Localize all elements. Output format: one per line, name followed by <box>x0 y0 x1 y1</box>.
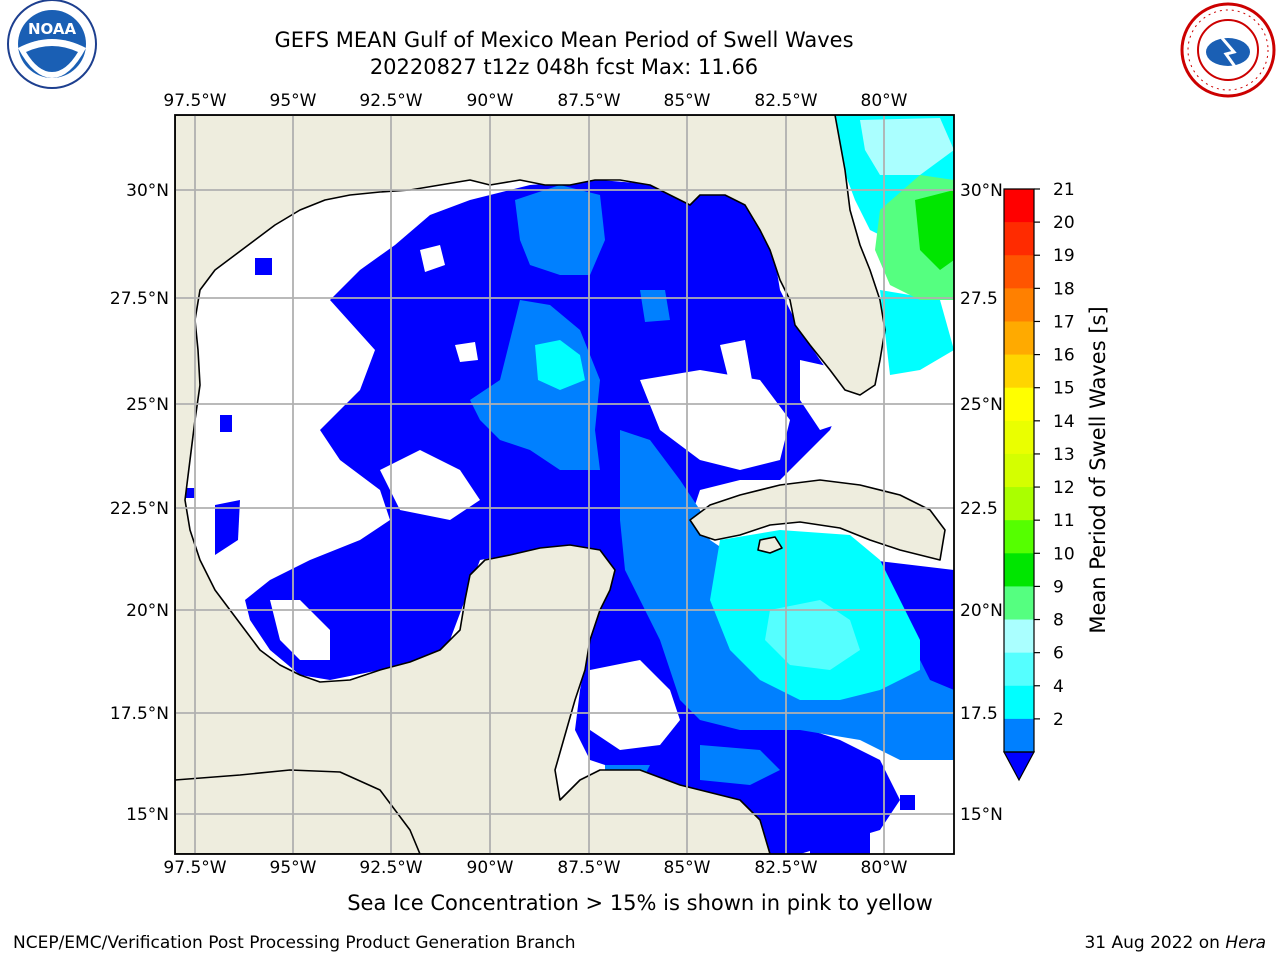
colorbar-segment <box>1004 354 1034 389</box>
lon-labels-top: 97.5°W 95°W 92.5°W 90°W 87.5°W 85°W 82.5… <box>163 91 907 111</box>
colorbar-tick-label: 16 <box>1053 346 1075 366</box>
colorbar-segment <box>1004 586 1034 621</box>
swell-region-4s <box>515 185 605 275</box>
colorbar-tick-label: 18 <box>1053 279 1075 299</box>
colorbar-tick-label: 4 <box>1053 677 1064 697</box>
map-frame <box>174 114 955 855</box>
colorbar-tick-label: 9 <box>1053 577 1064 597</box>
lat-label: 15°N <box>126 805 169 825</box>
colorbar-segment <box>1004 619 1034 654</box>
colorbar: 21 20 19 18 17 16 15 14 13 12 11 10 9 8 6 4 2 <box>1002 180 1075 782</box>
colorbar-segment <box>1004 189 1034 223</box>
colorbar-tick-label: 15 <box>1053 379 1075 399</box>
colorbar-segment <box>1004 321 1034 356</box>
lon-label: 82.5°W <box>754 91 817 111</box>
lon-label: 95°W <box>270 858 317 878</box>
graticule <box>175 115 954 854</box>
lat-label: 25°N <box>126 395 169 415</box>
colorbar-tick-label: 12 <box>1053 478 1075 498</box>
map-area <box>175 115 954 854</box>
colorbar-frame <box>1003 188 1035 753</box>
chart-title: GEFS MEAN Gulf of Mexico Mean Period of … <box>274 28 854 52</box>
colorbar-segment <box>1004 520 1034 554</box>
colorbar-tick-label: 14 <box>1053 412 1075 432</box>
colorbar-segment <box>1004 685 1034 720</box>
lat-label: 25°N <box>960 395 1003 415</box>
svg-text:NOAA: NOAA <box>28 20 77 38</box>
lon-label: 92.5°W <box>359 91 422 111</box>
lon-labels-bottom: 97.5°W 95°W 92.5°W 90°W 87.5°W 85°W 82.5… <box>163 858 907 878</box>
colorbar-tick-label: 19 <box>1053 246 1075 266</box>
lon-label: 95°W <box>270 91 317 111</box>
lon-label: 85°W <box>664 858 711 878</box>
colorbar-segment <box>1004 487 1034 521</box>
lat-label: 17.5 <box>960 704 998 724</box>
colorbar-extend-arrow <box>1002 751 1036 782</box>
colorbar-segment <box>1004 420 1034 455</box>
lat-label: 22.5°N <box>110 499 169 519</box>
lat-labels-right: 30°N 27.5 25°N 22.5 20°N 17.5 15°N <box>960 181 1003 825</box>
swell-region-11s <box>915 190 954 270</box>
chart-subtitle: 20220827 t12z 048h fcst Max: 11.66 <box>369 55 759 79</box>
nws-logo <box>1180 2 1276 98</box>
colorbar-tick-label: 10 <box>1053 544 1075 564</box>
lon-label: 97.5°W <box>163 858 226 878</box>
lon-label: 92.5°W <box>359 858 422 878</box>
credit-left: NCEP/EMC/Verification Post Processing Pr… <box>13 933 576 953</box>
lon-label: 80°W <box>861 858 908 878</box>
lon-label: 85°W <box>664 91 711 111</box>
colorbar-tick-label: 13 <box>1053 445 1075 465</box>
lat-label: 20°N <box>126 601 169 621</box>
noaa-logo: NOAA <box>7 0 97 89</box>
lat-labels-left: 30°N 27.5°N 25°N 22.5°N 20°N 17.5°N 15°N <box>110 181 169 825</box>
footnote: Sea Ice Concentration > 15% is shown in … <box>0 891 1280 915</box>
colorbar-segment <box>1004 255 1034 289</box>
credit-host: Hera <box>1225 933 1266 953</box>
lon-label: 90°W <box>467 91 514 111</box>
colorbar-segment <box>1004 288 1034 322</box>
lat-label: 27.5°N <box>110 289 169 309</box>
colorbar-tick-label: 17 <box>1053 312 1075 332</box>
colorbar-tick-label: 11 <box>1053 511 1075 531</box>
lon-label: 87.5°W <box>557 858 620 878</box>
footnote-text: Sea Ice Concentration > 15% is shown in … <box>347 891 933 915</box>
colorbar-segment <box>1004 222 1034 256</box>
colorbar-segment <box>1004 718 1034 753</box>
credit-right: 31 Aug 2022 on Hera <box>1084 933 1266 953</box>
colorbar-segment <box>1004 553 1034 587</box>
colorbar-tick-label: 6 <box>1053 644 1064 664</box>
land <box>175 115 946 854</box>
lat-label: 20°N <box>960 601 1003 621</box>
colorbar-segment <box>1004 453 1034 488</box>
lat-label: 30°N <box>126 181 169 201</box>
lon-label: 90°W <box>467 858 514 878</box>
colorbar-tick-label: 21 <box>1053 180 1075 200</box>
lat-label: 15°N <box>960 805 1003 825</box>
colorbar-tick-label: 2 <box>1053 710 1064 730</box>
lat-label: 22.5 <box>960 499 998 519</box>
colorbar-label: Mean Period of Swell Waves [s] <box>1086 306 1110 634</box>
credit-date: 31 Aug 2022 on <box>1084 933 1220 953</box>
colorbar-tick-label: 20 <box>1053 213 1075 233</box>
lon-label: 97.5°W <box>163 91 226 111</box>
lon-label: 82.5°W <box>754 858 817 878</box>
lat-label: 17.5°N <box>110 704 169 724</box>
lon-label: 87.5°W <box>557 91 620 111</box>
lon-label: 80°W <box>861 91 908 111</box>
lat-label: 27.5 <box>960 289 998 309</box>
colorbar-tick-label: 8 <box>1053 611 1064 631</box>
lat-label: 30°N <box>960 181 1003 201</box>
colorbar-segment <box>1004 652 1034 687</box>
colorbar-segment <box>1004 387 1034 422</box>
